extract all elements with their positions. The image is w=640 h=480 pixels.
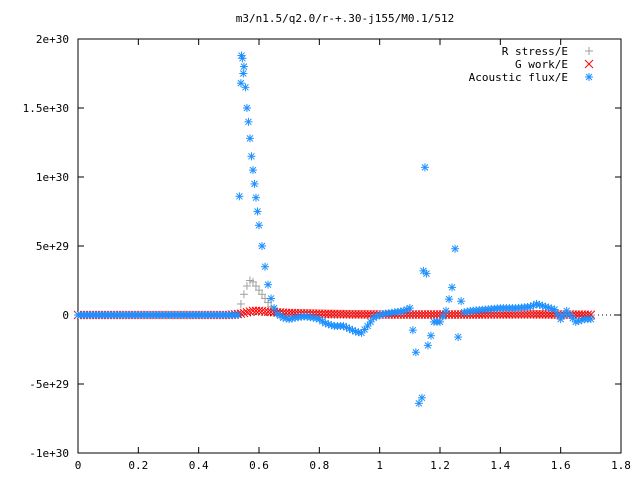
data-point [574,316,583,325]
data-point [559,311,568,319]
x-tick-label: 1.4 [490,459,510,472]
y-tick-label: 1.5e+30 [23,102,69,115]
data-point [445,295,454,304]
data-point [235,192,244,201]
data-point [264,298,273,307]
data-point [242,104,251,112]
series-2 [74,51,595,408]
data-point [568,314,577,323]
y-tick-label: 2e+30 [36,33,69,46]
x-tick-label: 1 [376,459,383,472]
data-point [264,280,273,289]
data-point [442,306,451,315]
x-tick-label: 1.6 [551,459,571,472]
data-point [239,62,248,71]
data-point [258,242,267,250]
data-point [586,315,595,324]
data-point [233,311,242,319]
data-point [363,322,372,331]
plot-frame [77,38,622,454]
data-point [451,244,460,253]
data-point [448,283,457,292]
y-tick-label: -5e+29 [29,378,69,391]
y-tick-label: 0 [62,309,69,322]
legend-label: G work/E [515,58,568,71]
data-point [436,317,444,326]
y-tick-label: -1e+30 [29,447,69,460]
legend-marker [584,59,594,69]
x-tick-label: 0.4 [189,459,209,472]
data-point [411,348,420,357]
data-point [454,333,463,342]
x-tick-label: 1.8 [611,459,631,472]
data-point [248,277,257,286]
x-tick-label: 0.8 [309,459,329,472]
data-point [420,163,429,172]
data-point [241,83,250,92]
data-point [239,290,248,299]
data-point [255,221,263,230]
data-point [236,299,245,308]
data-point [251,193,260,202]
y-tick-label: 1e+30 [36,171,69,184]
data-point [251,282,260,291]
data-point [253,207,262,216]
data-point [408,326,417,335]
x-tick-label: 0.2 [128,459,148,472]
data-point [426,331,435,340]
data-point [250,179,259,188]
chart-title: m3/n1.5/q2.0/r-+.30-j155/M0.1/512 [236,12,455,25]
data-point [550,305,559,314]
data-point [405,304,414,313]
data-point [417,393,426,402]
data-point [457,297,466,306]
data-point [258,290,267,299]
data-point [422,269,431,278]
data-point [245,134,254,143]
data-point [248,166,257,175]
data-point [247,152,256,161]
data-point [255,286,263,295]
x-tick-label: 1.2 [430,459,450,472]
data-point [556,315,565,324]
data-point [366,317,375,326]
y-tick-label: 5e+29 [36,240,69,253]
x-tick-label: 0.6 [249,459,269,472]
data-point [553,310,562,319]
legend-label: Acoustic flux/E [469,71,568,84]
data-point [267,294,276,303]
data-point [238,54,247,63]
plot-area: 0 0.2 0.4 0.6 0.8 1 1.2 1.4 1.6 1.8 -1e+30 -5e+29 0 5… [23,33,631,472]
x-tick-label: 0 [75,459,82,472]
data-point [261,262,270,271]
data-point [239,69,248,78]
legend-marker [585,47,593,55]
data-point [242,282,251,291]
data-point [423,341,432,350]
legend-marker [585,73,593,81]
legend-label: R stress/E [502,45,568,58]
data-point [244,117,253,126]
